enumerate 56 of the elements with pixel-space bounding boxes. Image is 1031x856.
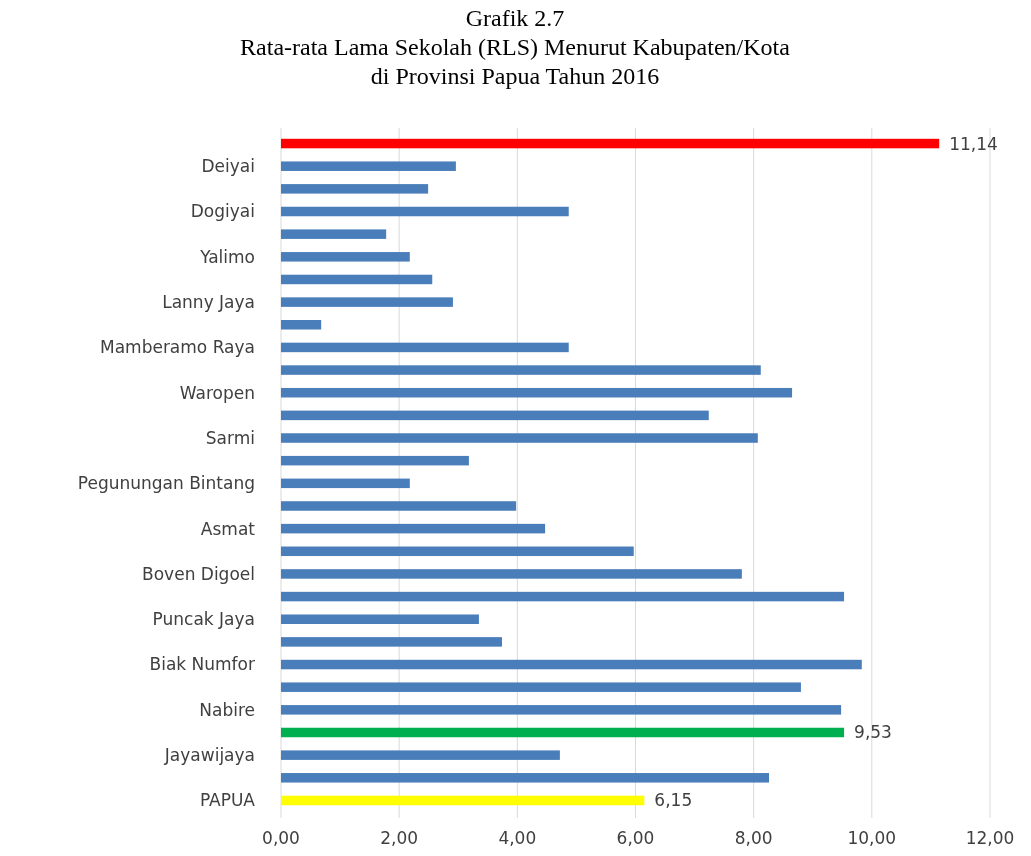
bar [281,727,845,738]
bar [281,342,569,353]
y-tick-label: Pegunungan Bintang [77,473,255,494]
bar [281,320,322,330]
bar [281,682,801,692]
y-tick-label: Waropen [179,382,255,403]
bar [281,184,429,194]
bar [281,523,546,534]
y-tick-label: Sarmi [205,427,255,448]
x-tick-label: 10,00 [847,827,897,848]
bar [281,229,387,239]
y-tick-label: Mamberamo Raya [99,337,255,358]
y-tick-label: Lanny Jaya [162,292,255,313]
bar [281,569,742,579]
data-label: 6,15 [654,790,693,811]
x-tick-label: 2,00 [380,827,419,848]
y-tick-label: Asmat [200,518,256,539]
y-tick-label: PAPUA [199,790,256,811]
bar [281,274,433,285]
bar [281,365,761,375]
bar [281,161,456,171]
x-tick-label: 6,00 [616,827,655,848]
bar [281,546,634,557]
bar [281,614,479,624]
bar [281,501,517,511]
data-label: 11,14 [949,133,998,154]
bar [281,252,410,262]
bar [281,297,453,307]
bar [281,591,845,602]
bar [281,455,469,466]
y-tick-label: Puncak Jaya [152,609,255,630]
bar [281,637,502,647]
x-tick-label: 0,00 [262,827,300,848]
y-tick-label: Jayawijaya [163,745,255,766]
x-tick-label: 12,00 [965,827,1015,848]
x-tick-label: 4,00 [498,827,537,848]
chart-title: Grafik 2.7 Rata-rata Lama Sekolah (RLS) Menurut Kabupaten/Kota di Provinsi Papua Tahun 2016 [240,5,791,89]
bar [281,138,940,149]
data-label: 9,53 [854,722,892,743]
y-tick-label: Nabire [199,699,255,720]
bar [281,750,560,760]
bar [281,206,569,217]
y-tick-label: Dogiyai [190,201,255,222]
bar [281,478,410,489]
x-tick-label: 8,00 [734,827,773,848]
y-tick-label: Deiyai [201,156,255,177]
bar [281,387,793,398]
y-tick-label: Biak Numfor [149,654,255,675]
y-tick-label: Yalimo [199,246,255,267]
bar [281,410,709,421]
bar [281,433,758,443]
bar [281,659,862,670]
bar [281,773,770,783]
bar [281,795,645,806]
bar [281,705,842,715]
y-tick-label: Boven Digoel [142,563,255,584]
